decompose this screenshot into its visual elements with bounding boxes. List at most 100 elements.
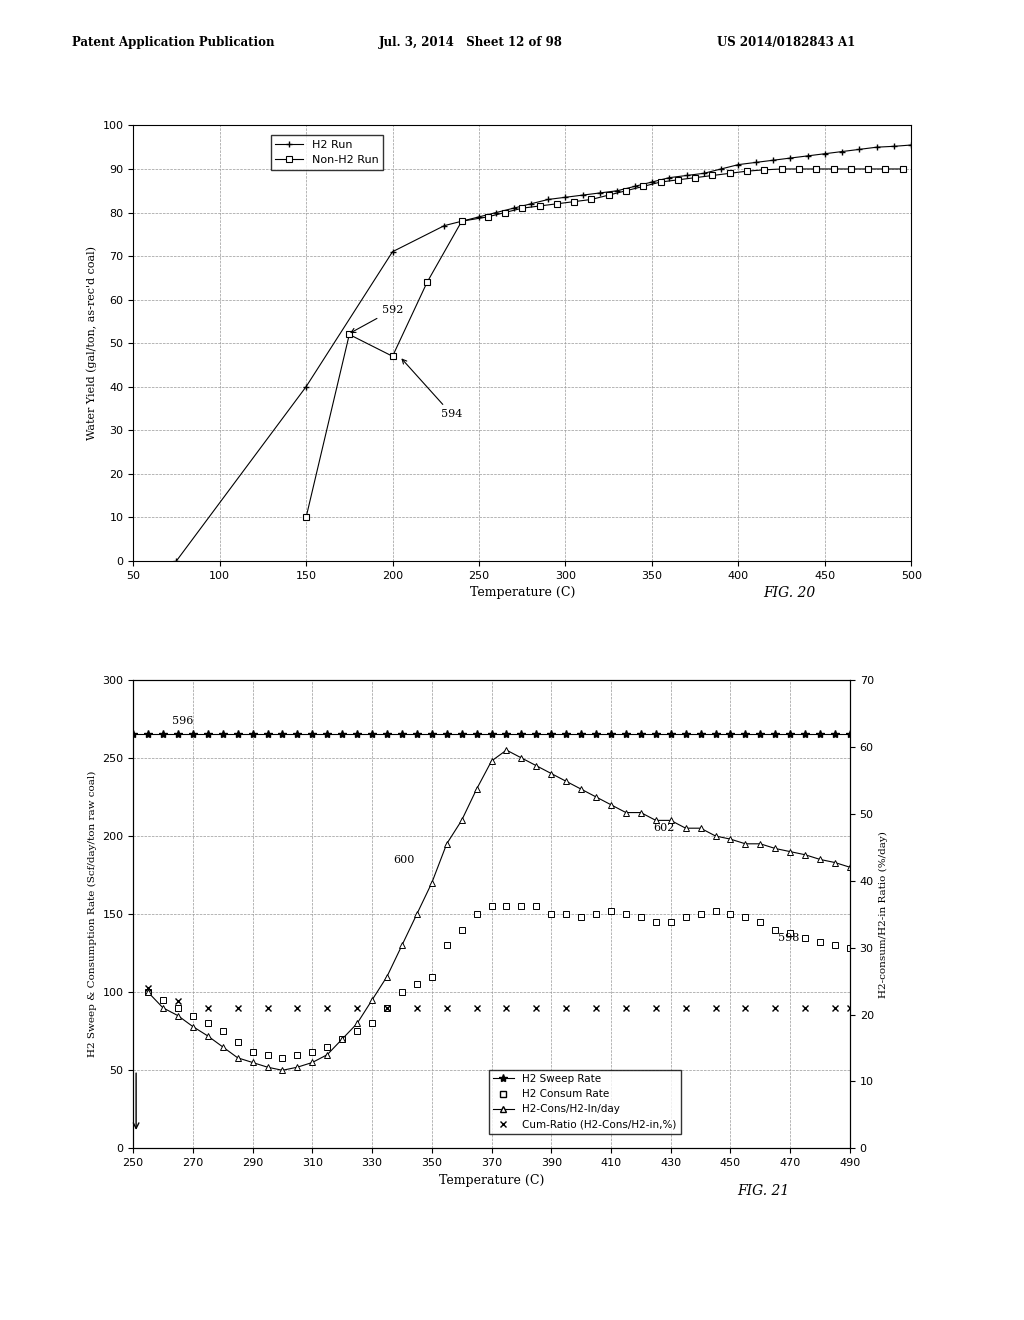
H2 Sweep Rate (574, 726, 587, 742)
H2 Run (664, 170, 676, 186)
H2 Sweep Rate (411, 726, 423, 742)
H2 Consum Rate (665, 913, 677, 929)
Non-H2 Run (862, 161, 874, 177)
Cum-Ratio (H2-Cons/H2-in,%) (844, 1001, 856, 1016)
H2 Sweep Rate (620, 726, 632, 742)
Non-H2 Run (300, 510, 312, 525)
H2 Sweep Rate (680, 726, 692, 742)
H2 Sweep Rate (322, 726, 334, 742)
Non-H2 Run (758, 162, 770, 178)
Cum-Ratio (H2-Cons/H2-in,%) (261, 1001, 273, 1016)
H2 Run (680, 168, 692, 183)
H2-Cons/H2-In/day (142, 985, 155, 1001)
H2 Sweep Rate (530, 726, 543, 742)
H2-Cons/H2-In/day (172, 1007, 184, 1023)
H2 Sweep Rate (216, 726, 228, 742)
H2 Consum Rate (724, 906, 736, 921)
Cum-Ratio (H2-Cons/H2-in,%) (710, 1001, 722, 1016)
H2 Sweep Rate (456, 726, 468, 742)
H2 Consum Rate (710, 903, 722, 919)
H2 Sweep Rate (649, 726, 662, 742)
H2 Sweep Rate (366, 726, 378, 742)
H2 Consum Rate (351, 1023, 364, 1039)
H2 Run (577, 187, 589, 203)
H2 Run (490, 205, 503, 220)
H2-Cons/H2-In/day (844, 859, 856, 875)
H2 Consum Rate (336, 1031, 348, 1047)
H2 Sweep Rate (710, 726, 722, 742)
Non-H2 Run (481, 209, 494, 224)
Non-H2 Run (637, 178, 649, 194)
H2-Cons/H2-In/day (710, 828, 722, 843)
H2 Run (905, 137, 918, 153)
Non-H2 Run (551, 195, 563, 211)
H2 Run (836, 144, 848, 160)
H2 Consum Rate (530, 899, 543, 915)
H2 Consum Rate (814, 935, 826, 950)
H2 Run (611, 182, 624, 198)
H2 Sweep Rate (485, 726, 498, 742)
Text: 598: 598 (778, 933, 800, 942)
H2 Run (594, 185, 606, 201)
Text: 596: 596 (172, 715, 194, 726)
H2 Consum Rate (366, 1015, 378, 1031)
Cum-Ratio (H2-Cons/H2-in,%) (291, 1001, 303, 1016)
Non-H2 Run (516, 201, 528, 216)
H2-Cons/H2-In/day (366, 993, 378, 1008)
Non-H2 Run (672, 172, 684, 187)
H2 Run (767, 152, 779, 168)
H2-Cons/H2-In/day (261, 1059, 273, 1074)
H2 Run (819, 145, 831, 161)
H2-Cons/H2-In/day (470, 781, 482, 797)
H2 Run (542, 191, 554, 207)
H2-Cons/H2-In/day (351, 1015, 364, 1031)
Non-H2 Run (421, 275, 433, 290)
H2-Cons/H2-In/day (426, 875, 438, 891)
H2 Sweep Rate (440, 726, 453, 742)
H2 Sweep Rate (799, 726, 811, 742)
Text: Jul. 3, 2014   Sheet 12 of 98: Jul. 3, 2014 Sheet 12 of 98 (379, 36, 563, 49)
H2 Consum Rate (322, 1039, 334, 1055)
Non-H2 Run (343, 326, 355, 342)
H2 Sweep Rate (769, 726, 781, 742)
Non-H2 Run (827, 161, 840, 177)
H2 Consum Rate (247, 1044, 259, 1060)
H2 Run (170, 553, 182, 569)
H2-Cons/H2-In/day (276, 1063, 289, 1078)
Cum-Ratio (H2-Cons/H2-in,%) (769, 1001, 781, 1016)
H2-Cons/H2-In/day (306, 1055, 318, 1071)
Y-axis label: H2 Sweep & Consumption Rate (Scf/day/ton raw coal): H2 Sweep & Consumption Rate (Scf/day/ton… (88, 771, 96, 1057)
H2 Sweep Rate (381, 726, 393, 742)
Cum-Ratio (H2-Cons/H2-in,%) (649, 1001, 662, 1016)
Text: 600: 600 (393, 854, 415, 865)
Non-H2 Run (845, 161, 857, 177)
Cum-Ratio (H2-Cons/H2-in,%) (351, 1001, 364, 1016)
H2-Cons/H2-In/day (440, 836, 453, 851)
Cum-Ratio (H2-Cons/H2-in,%) (739, 1001, 752, 1016)
Text: 592: 592 (351, 305, 403, 333)
Text: US 2014/0182843 A1: US 2014/0182843 A1 (717, 36, 855, 49)
Non-H2 Run (810, 161, 822, 177)
H2-Cons/H2-In/day (411, 906, 423, 921)
H2-Cons/H2-In/day (590, 789, 602, 805)
H2-Cons/H2-In/day (560, 774, 572, 789)
H2 Run (888, 139, 900, 154)
H2-Cons/H2-In/day (202, 1028, 214, 1044)
Line: Cum-Ratio (H2-Cons/H2-in,%): Cum-Ratio (H2-Cons/H2-in,%) (144, 985, 853, 1011)
H2 Sweep Rate (590, 726, 602, 742)
Non-H2 Run (897, 161, 909, 177)
H2 Consum Rate (186, 1007, 199, 1023)
H2 Sweep Rate (336, 726, 348, 742)
Line: H2 Consum Rate: H2 Consum Rate (145, 903, 853, 1060)
Y-axis label: H2-consum/H2-in Ratio (%/day): H2-consum/H2-in Ratio (%/day) (880, 830, 889, 998)
H2-Cons/H2-In/day (739, 836, 752, 851)
Non-H2 Run (586, 191, 598, 207)
H2 Consum Rate (157, 993, 169, 1008)
H2 Sweep Rate (739, 726, 752, 742)
H2 Consum Rate (261, 1047, 273, 1063)
H2 Consum Rate (754, 913, 766, 929)
H2 Consum Rate (231, 1035, 244, 1051)
H2 Sweep Rate (261, 726, 273, 742)
H2 Sweep Rate (157, 726, 169, 742)
Y-axis label: Water Yield (gal/ton, as-rec'd coal): Water Yield (gal/ton, as-rec'd coal) (86, 247, 97, 440)
